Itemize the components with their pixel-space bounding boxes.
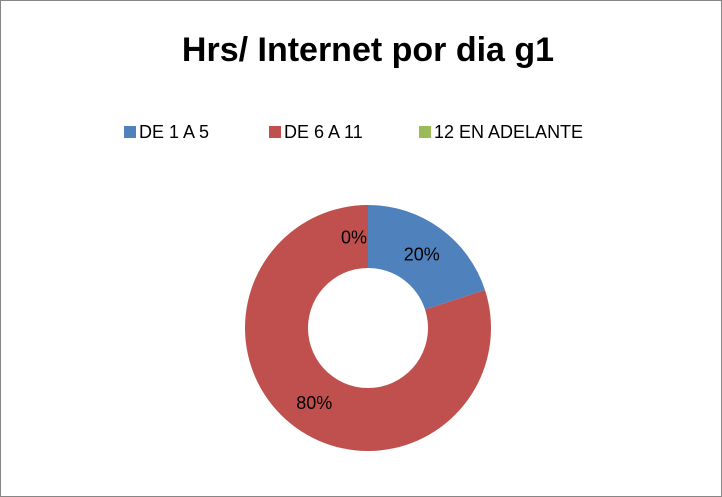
legend-swatch [124, 126, 136, 138]
donut-slice [368, 205, 485, 310]
legend-label: 12 EN ADELANTE [434, 122, 583, 142]
legend-swatch [419, 126, 431, 138]
data-label: 0% [341, 227, 367, 247]
data-label: 20% [404, 245, 440, 265]
chart-title: Hrs/ Internet por dia g1 [182, 31, 554, 69]
legend-label: DE 1 A 5 [139, 122, 209, 142]
data-label: 80% [296, 393, 332, 413]
donut-slice [245, 205, 492, 451]
legend-swatch [269, 126, 281, 138]
legend-label: DE 6 A 11 [284, 122, 363, 142]
